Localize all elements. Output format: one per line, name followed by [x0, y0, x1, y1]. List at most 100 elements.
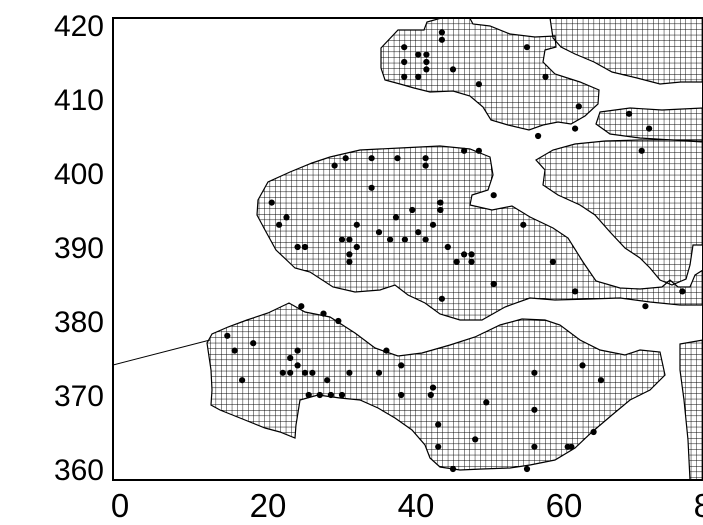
sample-point	[398, 362, 405, 369]
sample-point	[542, 73, 549, 80]
sample-point	[453, 258, 460, 265]
sample-point	[409, 206, 416, 214]
sample-point	[353, 221, 360, 228]
land-north-east	[549, 18, 703, 85]
sample-point	[301, 369, 309, 376]
sample-point	[490, 280, 497, 288]
y-tick-label: 380	[54, 306, 104, 339]
sample-point	[490, 192, 497, 199]
sample-point	[429, 384, 437, 391]
y-tick-label: 360	[54, 454, 104, 487]
sample-point	[392, 214, 400, 221]
sample-point	[422, 162, 429, 169]
sample-point	[268, 199, 275, 206]
sample-point	[298, 303, 305, 310]
sample-point	[572, 288, 579, 295]
sample-point	[423, 51, 430, 58]
sample-point	[475, 147, 482, 154]
sample-point	[276, 221, 283, 228]
land-east-strip	[595, 107, 703, 143]
land-south	[206, 302, 666, 471]
sample-point	[320, 310, 327, 317]
sample-point	[342, 155, 349, 162]
sample-point	[483, 399, 490, 406]
sample-point	[401, 58, 408, 66]
sample-point	[239, 377, 246, 384]
sample-point	[422, 236, 429, 243]
sample-point	[335, 317, 342, 325]
sample-point	[294, 362, 301, 369]
sample-point	[535, 132, 542, 140]
sample-point	[449, 66, 457, 73]
sample-point	[316, 391, 323, 399]
sample-point	[383, 347, 390, 354]
sample-point	[394, 155, 401, 162]
sample-point	[415, 73, 422, 80]
x-tick-label: 60	[546, 487, 583, 524]
sample-point	[468, 258, 475, 265]
land-east-middle	[535, 139, 703, 286]
x-tick-label: 40	[398, 487, 435, 524]
coast-line-west	[113, 339, 211, 366]
plot-frame	[112, 17, 703, 481]
sample-point	[531, 443, 538, 450]
sample-point	[401, 73, 408, 80]
sample-point	[590, 428, 597, 436]
sample-point	[626, 110, 633, 117]
y-tick-label: 400	[54, 158, 104, 191]
sample-point	[429, 221, 437, 228]
sample-point	[338, 236, 346, 243]
sample-point	[531, 369, 538, 376]
sample-point	[387, 236, 394, 243]
sample-point	[346, 236, 353, 243]
sample-point	[531, 406, 538, 413]
x-tick-label: 20	[250, 487, 287, 524]
x-tick-label: 0	[111, 487, 129, 524]
sample-point	[444, 243, 451, 251]
x-axis: 0 20 40 60 80	[111, 487, 703, 524]
sample-point	[568, 443, 575, 450]
sample-point	[461, 251, 468, 258]
sample-point	[353, 243, 360, 251]
sample-point	[423, 66, 430, 73]
y-tick-label: 410	[54, 84, 104, 117]
sample-point	[338, 391, 346, 399]
sample-point	[549, 258, 557, 265]
sample-point	[438, 36, 445, 43]
sample-point	[346, 369, 353, 376]
sample-point	[346, 258, 353, 265]
y-tick-label: 420	[54, 10, 104, 43]
sample-point	[438, 29, 445, 36]
sample-point	[423, 58, 430, 66]
sample-points	[224, 29, 686, 473]
sample-point	[642, 303, 649, 310]
sample-point	[309, 369, 316, 376]
sample-point	[231, 347, 238, 354]
land-north	[380, 18, 600, 131]
sample-point	[301, 243, 309, 251]
sample-point	[294, 243, 301, 251]
sample-point	[435, 421, 442, 428]
sample-point	[287, 354, 294, 362]
sample-point	[331, 162, 338, 169]
sample-point	[398, 391, 405, 399]
sample-point	[327, 391, 334, 399]
sample-point	[475, 81, 482, 88]
sample-point	[523, 44, 531, 51]
sample-point	[294, 347, 301, 354]
sample-point	[523, 465, 531, 473]
y-tick-label: 390	[54, 232, 104, 265]
sample-point	[305, 391, 312, 399]
sample-point	[449, 465, 457, 473]
sample-point	[287, 369, 294, 376]
sample-point	[461, 147, 468, 154]
sample-point	[401, 236, 408, 243]
sample-point	[520, 221, 527, 228]
sample-point	[438, 295, 445, 302]
sample-point	[579, 362, 586, 369]
land-south-east-sliver	[679, 339, 703, 480]
x-tick-label: 80	[694, 487, 703, 524]
sample-point	[375, 229, 383, 236]
sample-point	[346, 251, 353, 258]
